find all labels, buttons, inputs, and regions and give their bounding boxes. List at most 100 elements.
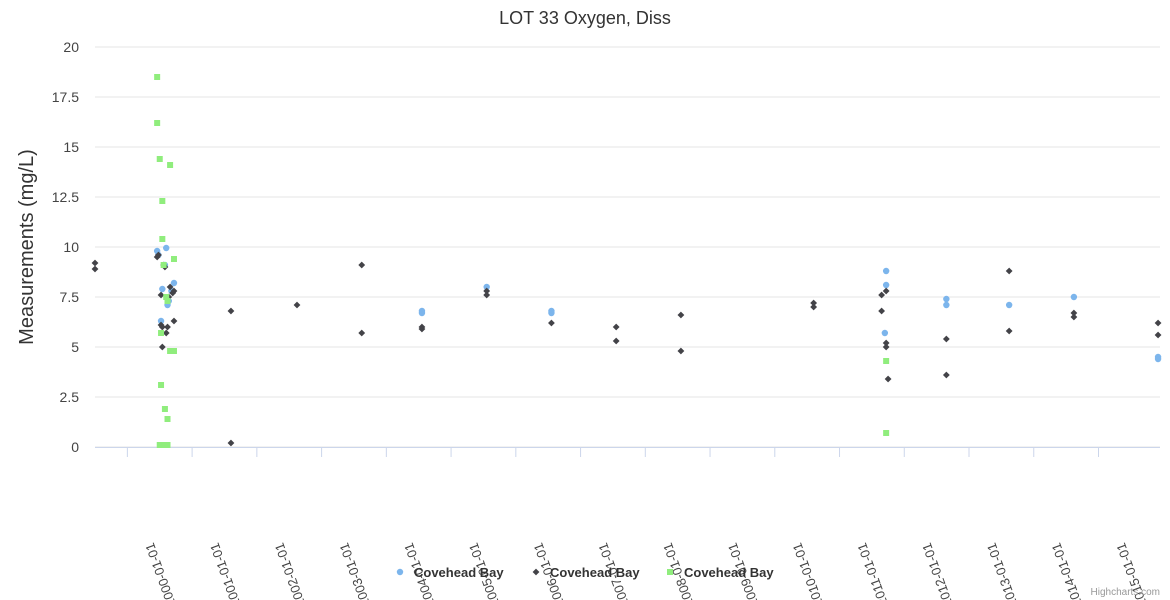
data-point-diamond[interactable] [358,261,366,269]
data-point-diamond[interactable] [170,287,178,295]
data-point-diamond[interactable] [162,329,170,337]
data-point-circle[interactable] [170,279,178,287]
data-point-square[interactable] [154,74,161,80]
legend-label[interactable]: Covehead Bay [414,565,504,580]
data-point-circle[interactable] [882,267,890,275]
data-point-square[interactable] [158,330,165,336]
data-point-diamond[interactable] [227,439,235,447]
data-point-square[interactable] [164,442,171,448]
legend-marker-square[interactable] [667,569,673,575]
data-point-circle[interactable] [159,285,166,293]
legend-item-diamond[interactable]: Covehead Bay [532,565,641,580]
data-point-square[interactable] [164,298,171,304]
data-point-circle[interactable] [418,309,426,317]
legend-item-circle[interactable]: Covehead Bay [396,565,505,580]
data-point-diamond[interactable] [942,371,950,379]
data-point-circle[interactable] [881,329,889,337]
data-point-diamond[interactable] [227,307,235,315]
data-point-diamond[interactable] [358,329,366,337]
data-point-circle[interactable] [943,301,950,309]
y-tick-label: 12.5 [52,189,79,205]
data-point-diamond[interactable] [1005,327,1013,335]
y-axis-ticks: 0 2.5 5 7.5 10 12.5 15 17.5 20 [52,39,79,455]
data-point-diamond[interactable] [1005,267,1013,275]
data-point-diamond[interactable] [418,325,426,333]
data-point-diamond[interactable] [1154,319,1162,327]
data-point-diamond[interactable] [164,323,171,331]
data-point-square[interactable] [883,358,890,364]
data-point-diamond[interactable] [878,291,886,299]
legend-label[interactable]: Covehead Bay [684,565,774,580]
data-point-square[interactable] [159,198,166,204]
series-circle [153,244,1162,363]
data-point-square[interactable] [163,294,170,300]
data-point-diamond[interactable] [612,323,620,331]
data-point-circle[interactable] [157,317,165,325]
data-point-square[interactable] [160,262,167,268]
data-point-diamond[interactable] [677,311,685,319]
data-point-diamond[interactable] [942,335,950,343]
data-point-square[interactable] [167,348,174,354]
legend[interactable]: Covehead Bay Covehead Bay Covehead Bay [396,565,775,580]
data-point-square[interactable] [158,382,165,388]
data-point-diamond[interactable] [483,287,491,295]
data-point-diamond[interactable] [155,251,162,259]
credits-link[interactable]: Highcharts.com [1091,587,1160,598]
data-point-circle[interactable] [548,309,555,317]
legend-marker-circle[interactable] [396,568,404,576]
y-tick-label: 0 [71,439,79,455]
data-point-diamond[interactable] [293,301,301,309]
legend-marker-diamond[interactable] [532,568,540,576]
data-point-square[interactable] [164,416,171,422]
data-point-diamond[interactable] [170,317,178,325]
data-point-diamond[interactable] [884,375,892,383]
data-point-diamond[interactable] [166,283,174,291]
data-point-diamond[interactable] [612,337,620,345]
data-point-diamond[interactable] [91,265,99,273]
data-point-diamond[interactable] [677,347,685,355]
data-point-diamond[interactable] [882,287,890,295]
data-point-diamond[interactable] [157,291,165,299]
data-point-square[interactable] [170,256,177,262]
data-point-diamond[interactable] [483,291,491,299]
data-point-circle[interactable] [483,283,490,291]
data-point-diamond[interactable] [810,303,818,311]
data-point-circle[interactable] [163,244,170,252]
y-tick-label: 17.5 [52,89,79,105]
data-point-circle[interactable] [1154,355,1162,363]
data-point-diamond[interactable] [882,343,890,351]
chart-title: LOT 33 Oxygen, Diss [499,8,671,28]
y-tick-label: 20 [63,39,79,55]
data-point-diamond[interactable] [882,339,890,347]
data-point-square[interactable] [883,430,890,436]
data-point-square[interactable] [156,156,163,162]
data-point-circle[interactable] [1070,293,1078,301]
data-point-diamond[interactable] [1070,313,1078,321]
series-square [154,74,890,448]
data-point-square[interactable] [170,348,177,354]
data-point-diamond[interactable] [1070,309,1078,317]
data-point-circle[interactable] [882,281,890,289]
data-point-diamond[interactable] [91,259,99,267]
data-point-square[interactable] [161,406,168,412]
data-point-square[interactable] [154,120,161,126]
data-point-diamond[interactable] [878,307,886,315]
y-tick-label: 7.5 [60,289,80,305]
data-points [91,74,1162,448]
data-point-square[interactable] [167,162,174,168]
data-point-diamond[interactable] [548,319,555,327]
legend-label[interactable]: Covehead Bay [550,565,640,580]
data-point-square[interactable] [159,236,166,242]
data-point-diamond[interactable] [158,323,166,331]
y-axis-label: Measurements (mg/L) [16,149,38,345]
data-point-circle[interactable] [943,295,950,303]
legend-item-square[interactable]: Covehead Bay [667,565,774,580]
y-tick-label: 2.5 [60,389,80,405]
data-point-diamond[interactable] [158,343,166,351]
grid-lines [95,46,1160,448]
data-point-circle[interactable] [1005,301,1013,309]
data-point-diamond[interactable] [1154,331,1162,339]
data-point-diamond[interactable] [810,299,818,307]
